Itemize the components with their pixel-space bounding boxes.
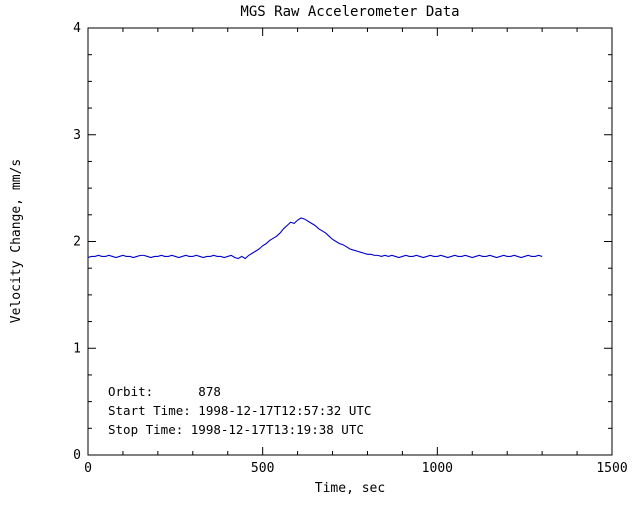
y-tick-label: 2	[73, 235, 81, 250]
x-tick-label: 1500	[596, 461, 627, 476]
y-axis-label: Velocity Change, mm/s	[9, 159, 24, 323]
x-tick-label: 500	[251, 461, 274, 476]
axis-tick-labels: 0 500 1000 1500 0 1 2 3 4	[73, 21, 627, 476]
x-tick-label: 1000	[422, 461, 453, 476]
annotation-orbit: Orbit: 878	[108, 384, 221, 399]
y-tick-label: 3	[73, 128, 81, 143]
x-tick-label: 0	[84, 461, 92, 476]
y-tick-label: 1	[73, 341, 81, 356]
y-tick-label: 0	[73, 448, 81, 463]
axis-ticks	[87, 27, 613, 456]
y-tick-label: 4	[73, 21, 81, 36]
chart-title: MGS Raw Accelerometer Data	[240, 4, 459, 20]
data-line-velocity	[87, 217, 543, 260]
annotation-start-time: Start Time: 1998-12-17T12:57:32 UTC	[108, 403, 371, 418]
annotation-stop-time: Stop Time: 1998-12-17T13:19:38 UTC	[108, 422, 364, 437]
x-axis-label: Time, sec	[315, 481, 385, 496]
